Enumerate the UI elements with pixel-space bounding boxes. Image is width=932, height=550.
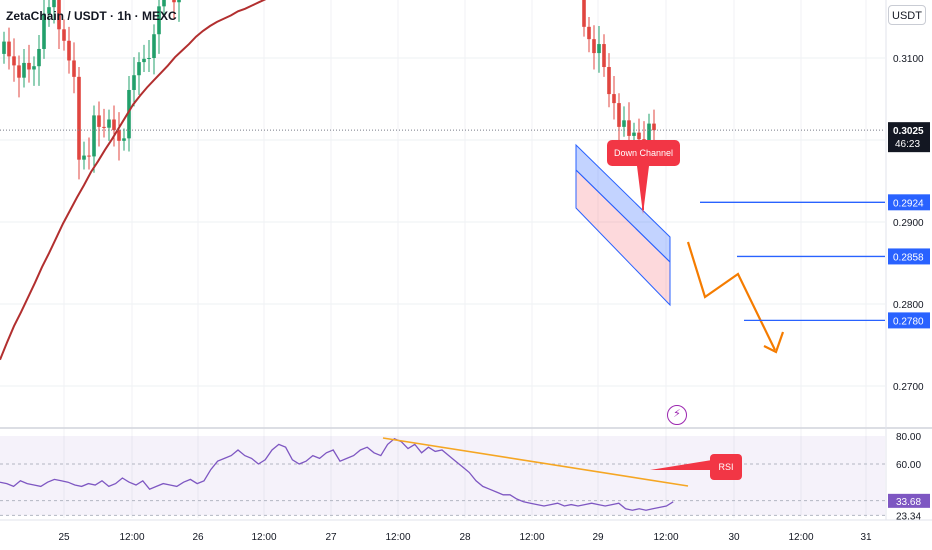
- candle-body-117: [587, 26, 591, 40]
- candle-body-26: [132, 75, 136, 90]
- candle-body-14: [72, 60, 76, 77]
- candle-body-4: [22, 62, 26, 78]
- candle-body-125: [627, 120, 631, 136]
- rsi-trendline: [382, 437, 689, 487]
- chart-title: ZetaChain / USDT · 1h · MEXC: [6, 9, 177, 23]
- down-channel-callout: Down Channel: [607, 140, 680, 166]
- price-tick-1: 0.2800: [893, 300, 924, 311]
- candle-body-1: [7, 41, 11, 57]
- rsi-callout: RSI: [710, 454, 742, 480]
- time-label-3: 12:00: [251, 532, 276, 543]
- time-label-0: 25: [58, 532, 70, 543]
- candle-body-18: [92, 115, 96, 157]
- time-label-9: 12:00: [653, 532, 678, 543]
- rsi-tick-3: 23.34: [896, 511, 921, 522]
- candle-body-116: [582, 0, 586, 27]
- target-label-0: 0.2924: [893, 198, 924, 209]
- time-label-10: 30: [728, 532, 740, 543]
- candle-body-10: [52, 0, 56, 8]
- candle-body-5: [27, 62, 31, 70]
- time-label-8: 29: [592, 532, 604, 543]
- target-label-2: 0.2780: [893, 316, 924, 327]
- candle-body-6: [32, 66, 36, 70]
- candle-body-8: [42, 13, 46, 49]
- candle-body-130: [652, 123, 656, 131]
- candle-body-20: [102, 126, 106, 128]
- candle-body-11: [57, 0, 61, 30]
- candle-body-34: [172, 0, 176, 3]
- candle-body-19: [97, 115, 101, 127]
- candle-body-13: [67, 40, 71, 61]
- candle-body-9: [47, 7, 51, 14]
- candle-body-12: [62, 29, 66, 41]
- rsi-tick-0: 80.00: [896, 432, 921, 443]
- candle-body-35: [177, 0, 181, 3]
- candle-body-126: [632, 132, 636, 136]
- candle-body-21: [107, 119, 111, 128]
- candle-body-121: [607, 67, 611, 95]
- target-badge-1: [888, 248, 930, 265]
- current-price-badge: [888, 122, 930, 153]
- candle-body-129: [647, 123, 651, 149]
- candle-body-31: [157, 6, 161, 35]
- time-label-4: 27: [325, 532, 337, 543]
- rsi-value-badge: [888, 493, 930, 508]
- candle-body-24: [122, 138, 126, 141]
- time-label-5: 12:00: [385, 532, 410, 543]
- candle-body-25: [127, 89, 131, 139]
- target-badge-0: [888, 194, 930, 211]
- callout-pointer-tip: [637, 166, 649, 214]
- projection-arrowhead: [763, 331, 785, 354]
- price-tick-2: 0.2900: [893, 218, 924, 229]
- candle-body-119: [597, 44, 601, 54]
- target-label-1: 0.2858: [893, 252, 924, 263]
- countdown-label: 46:23: [895, 139, 920, 150]
- price-tick-3: 0.3100: [893, 54, 924, 65]
- rsi-line: [0, 438, 674, 511]
- time-label-2: 26: [192, 532, 204, 543]
- rsi-callout-pointer: [650, 460, 712, 470]
- candle-body-120: [602, 44, 606, 68]
- candle-body-28: [142, 58, 146, 63]
- moving-average-line: [0, 0, 267, 361]
- candle-body-7: [37, 48, 41, 67]
- channel-lower-band: [575, 168, 671, 307]
- target-badge-2: [888, 312, 930, 329]
- currency-selector[interactable]: USDT: [888, 5, 926, 25]
- candle-body-22: [112, 119, 116, 131]
- candle-body-124: [622, 120, 626, 127]
- time-label-11: 12:00: [788, 532, 813, 543]
- candle-body-3: [17, 65, 21, 78]
- time-label-6: 28: [459, 532, 471, 543]
- time-label-12: 31: [860, 532, 872, 543]
- candle-body-32: [162, 0, 166, 7]
- candle-body-29: [147, 58, 151, 59]
- current-price-label: 0.3025: [893, 126, 924, 137]
- price-tick-0: 0.2700: [893, 382, 924, 393]
- candle-body-15: [77, 76, 81, 160]
- candle-body-23: [117, 130, 121, 141]
- candle-body-16: [82, 155, 86, 160]
- candle-body-0: [2, 41, 6, 54]
- candle-body-123: [617, 103, 621, 127]
- rsi-value-label: 33.68: [896, 497, 921, 508]
- projection-path: [686, 241, 776, 351]
- candle-body-30: [152, 34, 156, 58]
- lightning-icon[interactable]: ⚡: [667, 405, 687, 425]
- candle-body-127: [637, 132, 641, 140]
- rsi-tick-1: 60.00: [896, 460, 921, 471]
- candle-body-17: [87, 155, 91, 157]
- time-label-1: 12:00: [119, 532, 144, 543]
- candle-body-118: [592, 39, 596, 54]
- time-label-7: 12:00: [519, 532, 544, 543]
- candle-body-27: [137, 62, 141, 76]
- candle-body-2: [12, 56, 16, 66]
- candle-body-122: [612, 94, 616, 104]
